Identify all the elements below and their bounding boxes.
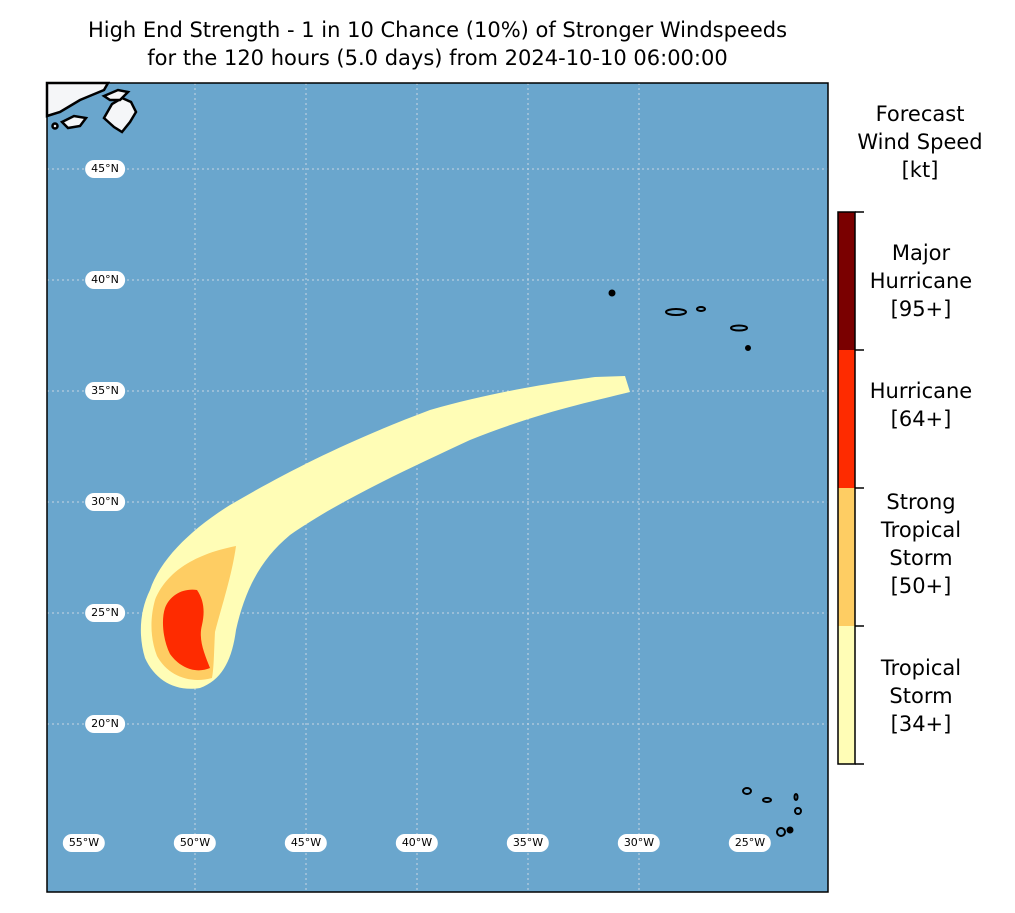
lon-label-40w: 40°W (395, 834, 439, 852)
colorbar-label-hurricane: Hurricane [64+] (869, 379, 973, 431)
lat-label-45n: 45°N (85, 160, 125, 178)
lat-label-35n: 35°N (85, 382, 125, 400)
map-title: High End Strength - 1 in 10 Chance (10%)… (0, 16, 875, 72)
lat-label-40n: 40°N (85, 271, 125, 289)
title-line-1: High End Strength - 1 in 10 Chance (10%)… (87, 18, 788, 42)
lat-label-30n: 30°N (85, 493, 125, 511)
colorbar (837, 211, 864, 765)
lon-label-50w: 50°W (173, 834, 217, 852)
azores-islands (608, 289, 751, 351)
title-line-2: for the 120 hours (5.0 days) from 2024-1… (147, 46, 728, 70)
ocean (47, 83, 828, 892)
colorbar-label-strong-tropical-storm: Strong Tropical Storm [50+] (880, 490, 962, 598)
colorbar-hurricane (838, 350, 855, 488)
colorbar-title: Forecast Wind Speed [kt] (857, 102, 983, 182)
colorbar-label-tropical-storm: Tropical Storm [34+] (880, 656, 962, 736)
lat-label-25n: 25°N (85, 604, 125, 622)
colorbar-strong-tropical-storm (838, 488, 855, 626)
newfoundland-land (45, 81, 138, 134)
lon-label-35w: 35°W (506, 834, 550, 852)
lon-label-30w: 30°W (617, 834, 661, 852)
colorbar-tropical-storm (838, 626, 855, 764)
swath-hurricane (162, 589, 210, 671)
colorbar-major-hurricane (838, 212, 855, 350)
lon-label-25w: 25°W (728, 834, 772, 852)
cape-verde-islands (742, 787, 802, 837)
lon-label-45w: 45°W (284, 834, 328, 852)
map-border (46, 82, 829, 893)
lon-label-55w: 55°W (62, 834, 106, 852)
colorbar-label-major-hurricane: Major Hurricane [95+] (869, 241, 973, 321)
lat-label-20n: 20°N (85, 715, 125, 733)
